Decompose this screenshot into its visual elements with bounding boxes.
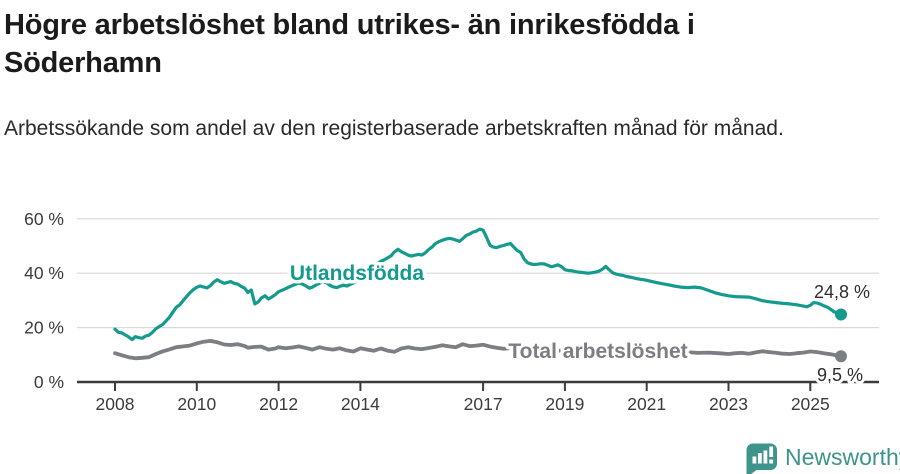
total-arbetsloshet-line [113, 338, 843, 361]
y-tick-label-60: 60 % [24, 209, 64, 229]
x-tick-label-2021: 2021 [627, 394, 666, 414]
x-tick-label-2010: 2010 [177, 394, 216, 414]
x-tick-label-2023: 2023 [709, 394, 748, 414]
utlandsfodda-end-dot [835, 308, 847, 321]
utlandsfodda-series-label: Utlandsfödda [290, 262, 424, 285]
page-title: Högre arbetslöshet bland utrikes- än inr… [4, 9, 695, 79]
logo-bar-3 [763, 450, 768, 464]
x-tick-label-2008: 2008 [96, 394, 135, 414]
x-tick-label-2019: 2019 [545, 394, 584, 414]
x-tick-label-2012: 2012 [259, 394, 298, 414]
y-tick-label-0: 0 % [34, 372, 64, 392]
logo-exclamation-bar [769, 446, 774, 457]
utlandsfodda-line [113, 227, 843, 342]
x-tick-label-2014: 2014 [341, 394, 380, 414]
chart-subtitle: Arbetssökande som andel av den registerb… [4, 117, 784, 140]
total-arbetsloshet-end-value-label: 9,5 % [817, 365, 863, 385]
y-tick-label-40: 40 % [24, 263, 64, 283]
y-tick-label-20: 20 % [24, 318, 64, 338]
total-arbetsloshet-end-dot [835, 350, 847, 363]
logo-bar-1 [752, 456, 757, 464]
logo-bar-2 [758, 453, 762, 464]
utlandsfodda-end-value-label: 24,8 % [814, 282, 870, 302]
x-tick-label-2017: 2017 [464, 394, 503, 414]
brand-name: Newsworthy [785, 444, 900, 470]
logo-exclamation-dot [769, 459, 774, 464]
x-tick-label-2025: 2025 [791, 394, 830, 414]
total-arbetsloshet-series-label: Total arbetslöshet [508, 340, 687, 363]
